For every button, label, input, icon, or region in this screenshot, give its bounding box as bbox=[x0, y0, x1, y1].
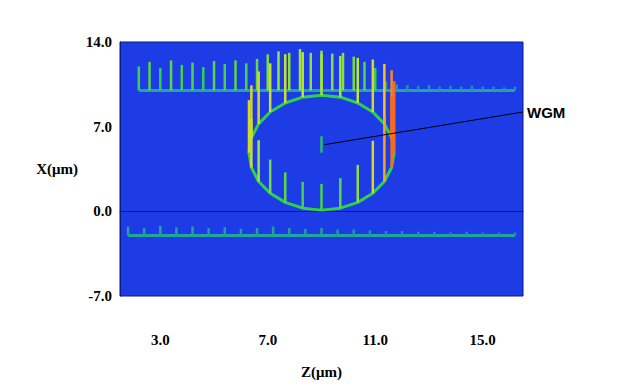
svg-text:X(μm): X(μm) bbox=[36, 161, 78, 178]
svg-text:7.0: 7.0 bbox=[93, 119, 112, 135]
svg-text:15.0: 15.0 bbox=[470, 332, 496, 348]
svg-text:14.0: 14.0 bbox=[86, 34, 112, 50]
svg-text:Z(μm): Z(μm) bbox=[301, 364, 342, 381]
svg-text:11.0: 11.0 bbox=[363, 332, 388, 348]
svg-text:3.0: 3.0 bbox=[151, 332, 170, 348]
svg-text:WGM: WGM bbox=[527, 104, 565, 121]
svg-text:7.0: 7.0 bbox=[258, 332, 277, 348]
svg-text:-7.0: -7.0 bbox=[88, 288, 112, 304]
svg-text:0.0: 0.0 bbox=[93, 203, 112, 219]
